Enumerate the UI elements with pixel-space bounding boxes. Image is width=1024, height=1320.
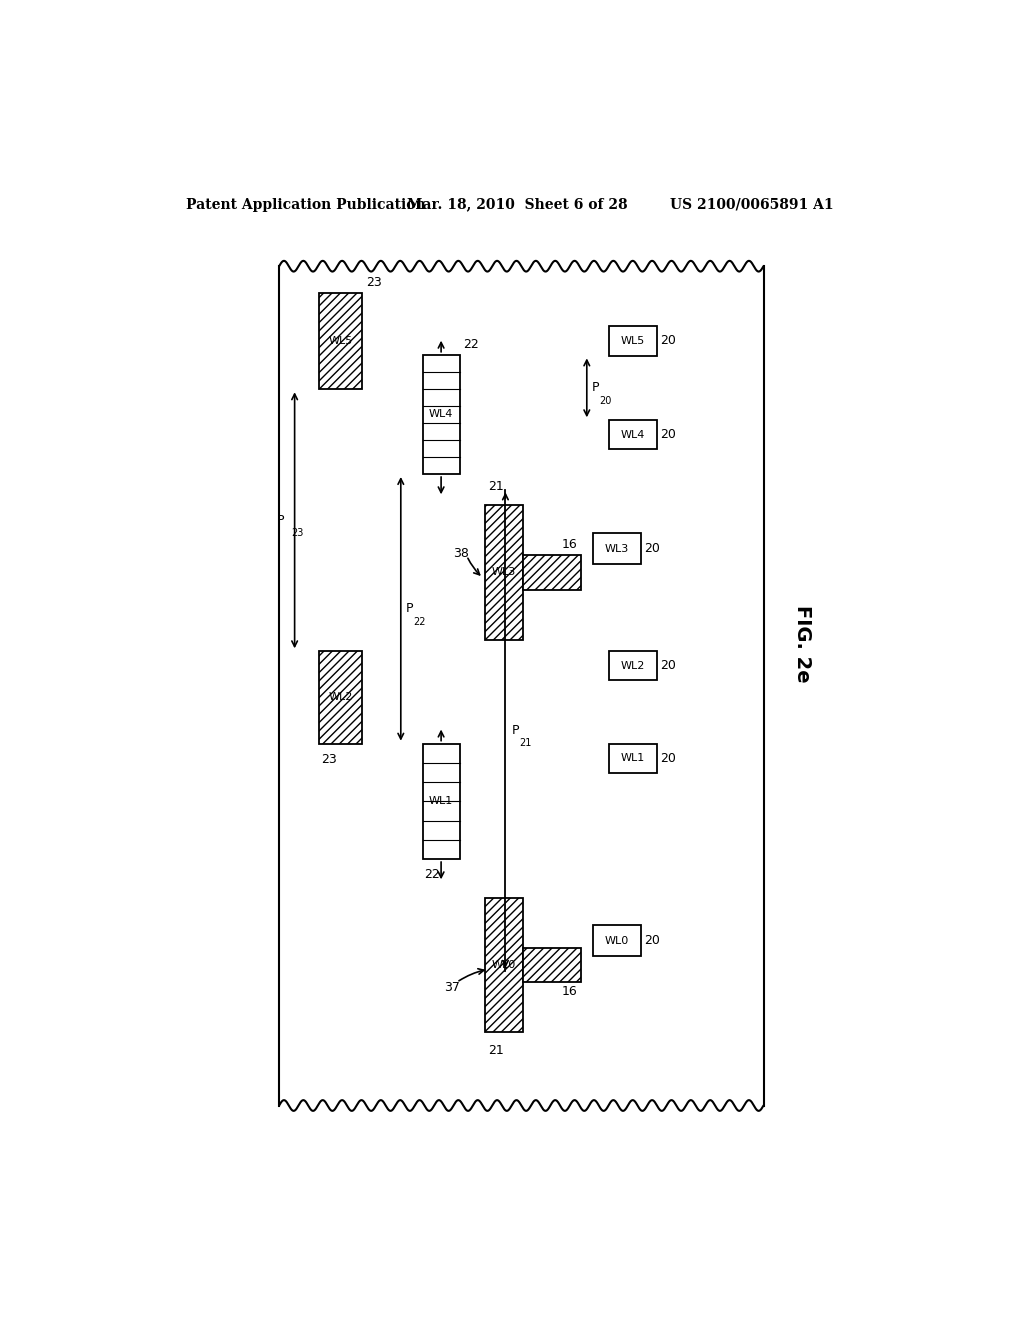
Text: WL3: WL3 [605,544,629,554]
Text: 20: 20 [659,751,676,764]
Text: 16: 16 [562,985,578,998]
Text: 20: 20 [599,396,611,405]
Text: 23: 23 [292,528,304,539]
Text: 20: 20 [659,659,676,672]
Text: 20: 20 [659,334,676,347]
Text: WL0: WL0 [492,960,516,970]
Bar [608,420,656,449]
Text: WL1: WL1 [621,754,645,763]
Text: 37: 37 [444,981,460,994]
Text: 23: 23 [321,752,337,766]
Text: P: P [592,381,599,395]
Text: 22: 22 [424,869,439,882]
Text: 38: 38 [454,546,469,560]
Text: 23: 23 [366,276,382,289]
Bar [319,293,362,389]
Text: 21: 21 [488,1044,504,1057]
Text: US 2100/0065891 A1: US 2100/0065891 A1 [671,198,835,211]
Bar [319,651,362,743]
Bar [608,743,656,774]
Text: 21: 21 [488,480,504,494]
Text: 20: 20 [644,935,660,948]
Text: 22: 22 [414,616,426,627]
Text: Patent Application Publication: Patent Application Publication [186,198,426,211]
Text: FIG. 2e: FIG. 2e [793,605,812,682]
Text: WL4: WL4 [621,430,645,440]
Text: 20: 20 [659,428,676,441]
Text: WL4: WL4 [429,409,454,420]
Text: WL3: WL3 [492,568,516,577]
Bar [593,533,641,564]
Bar [484,898,523,1032]
Text: 21: 21 [519,738,531,748]
Bar [423,743,460,859]
Bar [523,554,582,590]
Text: 16: 16 [562,539,578,552]
Text: 22: 22 [464,338,479,351]
Bar [423,355,460,474]
Text: P: P [406,602,413,615]
Bar [608,326,656,355]
Text: WL0: WL0 [605,936,629,945]
Text: WL2: WL2 [329,693,353,702]
Text: Mar. 18, 2010  Sheet 6 of 28: Mar. 18, 2010 Sheet 6 of 28 [407,198,628,211]
Bar [608,651,656,681]
Text: WL5: WL5 [329,337,353,346]
Text: P: P [276,513,284,527]
Text: WL2: WL2 [621,661,645,671]
Bar [484,506,523,640]
Text: P: P [512,723,519,737]
Bar [523,948,582,982]
Text: WL5: WL5 [621,335,645,346]
Bar [593,925,641,956]
Text: 20: 20 [644,543,660,556]
Text: WL1: WL1 [429,796,454,807]
